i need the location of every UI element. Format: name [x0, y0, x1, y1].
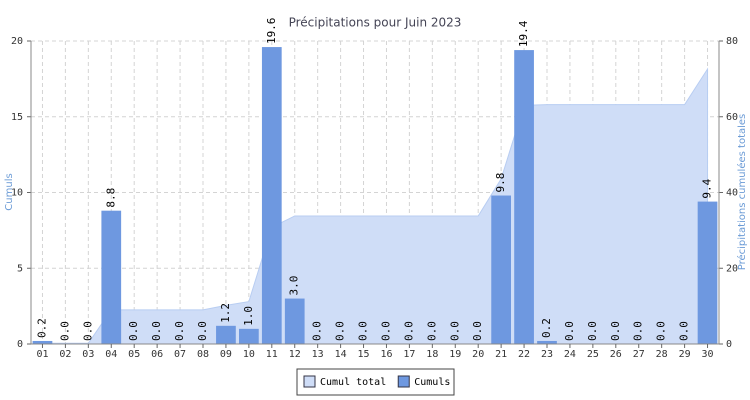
x-tick-label: 11	[266, 349, 278, 360]
legend-label: Cumuls	[414, 377, 450, 388]
data-label: 0.0	[563, 321, 576, 341]
data-label: 1.2	[219, 303, 232, 323]
bar	[537, 340, 557, 344]
legend-label: Cumul total	[320, 377, 386, 388]
y2-tick-label: 60	[726, 112, 738, 123]
data-label: 0.0	[334, 321, 347, 341]
x-tick-label: 24	[564, 349, 576, 360]
x-tick-label: 01	[36, 349, 48, 360]
data-label: 0.0	[311, 321, 324, 341]
data-label: 0.0	[586, 321, 599, 341]
bar	[284, 298, 305, 344]
x-tick-label: 04	[105, 349, 117, 360]
x-tick-label: 10	[243, 349, 255, 360]
data-label: 0.0	[471, 321, 484, 341]
x-tick-label: 17	[403, 349, 415, 360]
bar	[239, 328, 259, 344]
data-label: 0.0	[150, 321, 163, 341]
x-tick-label: 15	[358, 349, 370, 360]
x-tick-label: 20	[472, 349, 484, 360]
data-label: 0.0	[357, 321, 370, 341]
data-label: 0.0	[425, 321, 438, 341]
area	[41, 67, 709, 345]
data-label: 1.0	[242, 306, 255, 326]
bar	[491, 195, 511, 344]
data-label: 0.2	[540, 318, 553, 338]
x-tick-label: 12	[289, 349, 301, 360]
data-label: 0.0	[678, 321, 691, 341]
bar	[101, 210, 122, 344]
y2-tick-label: 20	[726, 263, 738, 274]
data-label: 0.0	[632, 321, 645, 341]
data-label: 3.0	[288, 276, 301, 296]
x-tick-label: 14	[335, 349, 347, 360]
data-label: 0.0	[173, 321, 186, 341]
legend-box	[296, 368, 455, 396]
data-label: 0.0	[609, 321, 622, 341]
y2-tick-label: 40	[726, 188, 738, 199]
x-tick-label: 08	[197, 349, 209, 360]
x-tick-label: 06	[151, 349, 163, 360]
bar	[697, 201, 718, 344]
data-label: 9.8	[494, 173, 507, 193]
x-tick-label: 18	[426, 349, 438, 360]
x-tick-label: 27	[633, 349, 645, 360]
x-tick-label: 23	[541, 349, 553, 360]
bar	[32, 340, 53, 344]
data-label: 0.0	[196, 321, 209, 341]
x-tick-label: 13	[312, 349, 324, 360]
x-tick-label: 28	[656, 349, 668, 360]
legend-swatch	[397, 375, 410, 388]
data-label: 8.8	[104, 188, 117, 208]
data-label: 0.0	[81, 321, 94, 341]
x-tick-label: 05	[128, 349, 140, 360]
y-tick-label: 10	[11, 188, 23, 199]
y2-axis-title: Précipitations cumulées totales	[736, 114, 748, 271]
x-tick-label: 26	[610, 349, 622, 360]
legend-swatch	[303, 375, 316, 388]
x-tick-label: 19	[449, 349, 461, 360]
x-tick-label: 02	[59, 349, 71, 360]
data-label: 19.6	[265, 18, 278, 45]
x-tick-label: 21	[495, 349, 507, 360]
data-label: 0.2	[35, 318, 48, 338]
bar	[216, 325, 236, 344]
y-tick-label: 20	[11, 36, 23, 47]
x-tick-label: 07	[174, 349, 186, 360]
y-tick-label: 5	[17, 263, 23, 274]
x-tick-label: 03	[82, 349, 94, 360]
y2-tick-label: 80	[726, 36, 738, 47]
chart-title: Précipitations pour Juin 2023	[289, 16, 462, 30]
data-label: 9.4	[701, 178, 714, 198]
x-tick-label: 22	[518, 349, 530, 360]
y2-tick-label: 0	[726, 339, 732, 350]
data-label: 0.0	[379, 321, 392, 341]
y-tick-label: 15	[11, 112, 23, 123]
data-label: 0.0	[655, 321, 668, 341]
y-axis-title: Cumuls	[4, 173, 15, 210]
data-label: 0.0	[402, 321, 415, 341]
data-label: 19.4	[517, 20, 530, 47]
x-tick-label: 09	[220, 349, 232, 360]
x-tick-label: 25	[587, 349, 599, 360]
data-label: 0.0	[448, 321, 461, 341]
bar	[514, 50, 534, 345]
data-label: 0.0	[58, 321, 71, 341]
x-tick-label: 29	[679, 349, 691, 360]
x-tick-label: 16	[380, 349, 392, 360]
data-label: 0.0	[127, 321, 140, 341]
y-tick-label: 0	[17, 339, 23, 350]
x-tick-label: 30	[702, 349, 714, 360]
bar	[261, 47, 282, 345]
